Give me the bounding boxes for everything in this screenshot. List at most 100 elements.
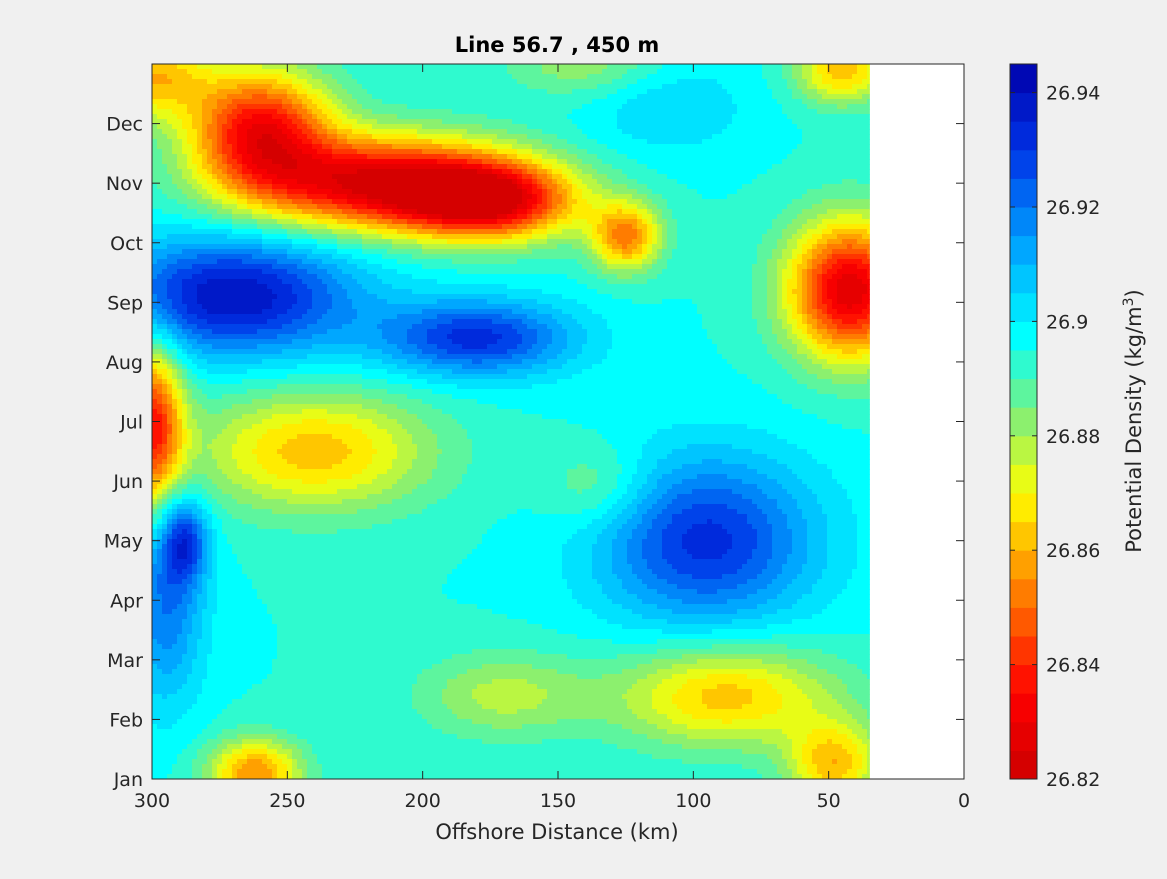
heat-cell [507, 229, 513, 235]
heat-cell [792, 149, 798, 155]
heat-cell [372, 159, 378, 165]
heat-cell [702, 224, 708, 230]
heat-cell [287, 109, 293, 115]
heat-cell [557, 199, 563, 205]
heat-cell [552, 154, 558, 160]
heat-cell [152, 89, 158, 95]
heat-cell [307, 204, 313, 210]
heat-cell [517, 99, 523, 105]
heat-cell [672, 199, 678, 205]
heat-cell [642, 184, 648, 190]
heat-cell [152, 189, 158, 195]
heat-cell [492, 204, 498, 210]
heat-cell [447, 114, 453, 120]
heat-cell [252, 69, 258, 75]
heat-cell [287, 89, 293, 95]
heat-cell [282, 109, 288, 115]
heat-cell [392, 74, 398, 80]
heat-cell [752, 79, 758, 85]
heat-cell [447, 79, 453, 85]
heat-cell [382, 179, 388, 185]
heat-cell [582, 184, 588, 190]
heat-cell [312, 74, 318, 80]
heat-cell [862, 149, 868, 155]
heat-cell [377, 139, 383, 145]
heat-cell [242, 189, 248, 195]
heat-cell [787, 154, 793, 160]
heat-cell [862, 229, 868, 235]
heat-cell [692, 199, 698, 205]
heat-cell [812, 184, 818, 190]
heat-cell [687, 134, 693, 140]
heat-cell [797, 89, 803, 95]
heat-cell [732, 109, 738, 115]
heat-cell [732, 79, 738, 85]
heat-cell [732, 184, 738, 190]
heat-cell [767, 194, 773, 200]
heat-cell [727, 169, 733, 175]
heat-cell [587, 194, 593, 200]
heat-cell [682, 209, 688, 215]
heat-cell [297, 124, 303, 130]
heat-cell [647, 159, 653, 165]
heat-cell [662, 109, 668, 115]
heat-cell [322, 189, 328, 195]
heat-cell [312, 139, 318, 145]
heat-cell [162, 104, 168, 110]
heat-cell [372, 114, 378, 120]
heat-cell [792, 94, 798, 100]
heat-cell [657, 119, 663, 125]
heat-cell [197, 109, 203, 115]
heat-cell [412, 104, 418, 110]
heat-cell [627, 114, 633, 120]
heat-cell [757, 124, 763, 130]
heat-cell [552, 189, 558, 195]
heat-cell [322, 99, 328, 105]
heat-cell [757, 219, 763, 225]
heat-cell [347, 214, 353, 220]
heat-cell [322, 224, 328, 230]
heat-cell [242, 109, 248, 115]
heat-cell [472, 194, 478, 200]
heat-cell [597, 114, 603, 120]
heat-cell [197, 214, 203, 220]
heat-cell [222, 154, 228, 160]
heat-cell [277, 174, 283, 180]
heat-cell [162, 109, 168, 115]
heat-cell [312, 69, 318, 75]
heat-cell [237, 104, 243, 110]
heat-cell [352, 79, 358, 85]
heat-cell [627, 99, 633, 105]
heat-cell [697, 74, 703, 80]
heat-cell [542, 64, 548, 70]
heat-cell [192, 179, 198, 185]
heat-cell [602, 99, 608, 105]
heat-cell [322, 139, 328, 145]
heat-cell [202, 194, 208, 200]
heat-cell [227, 94, 233, 100]
heat-cell [197, 174, 203, 180]
heat-cell [247, 214, 253, 220]
heat-cell [647, 134, 653, 140]
heat-cell [257, 189, 263, 195]
heat-cell [452, 74, 458, 80]
heat-cell [667, 219, 673, 225]
heat-cell [602, 229, 608, 235]
heat-cell [327, 99, 333, 105]
heat-cell [512, 164, 518, 170]
heat-cell [237, 84, 243, 90]
heat-cell [402, 109, 408, 115]
heat-cell [322, 154, 328, 160]
heat-cell [502, 74, 508, 80]
heat-cell [187, 154, 193, 160]
heat-cell [547, 204, 553, 210]
heat-cell [402, 219, 408, 225]
heat-cell [222, 164, 228, 170]
heat-cell [682, 154, 688, 160]
heat-cell [632, 119, 638, 125]
heat-cell [267, 179, 273, 185]
heat-cell [612, 99, 618, 105]
heat-cell [282, 139, 288, 145]
heat-cell [567, 139, 573, 145]
heat-cell [812, 229, 818, 235]
